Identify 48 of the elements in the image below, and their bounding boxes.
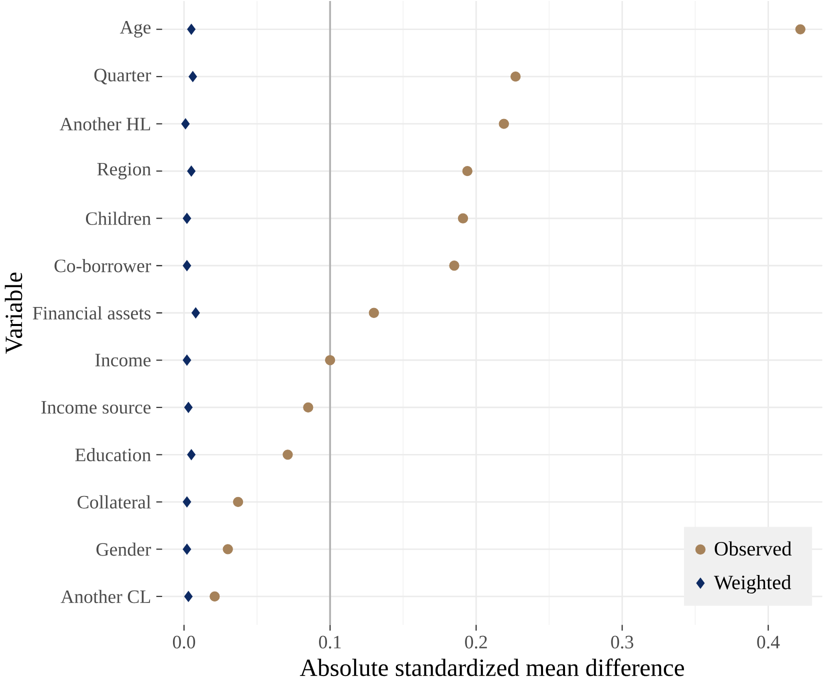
point [184, 590, 193, 602]
point [449, 260, 460, 271]
point [458, 213, 468, 224]
point [368, 308, 379, 318]
point [184, 402, 193, 413]
point [210, 591, 220, 602]
legend-label: Weighted [714, 575, 792, 594]
point [222, 544, 233, 554]
y-tick-label: Collateral [78, 495, 151, 509]
y-tick-label: Children [86, 212, 151, 226]
point [462, 166, 472, 176]
point [282, 450, 293, 460]
point [187, 166, 196, 177]
y-tick-label: Education [75, 448, 151, 462]
y-tick-label: Financial assets [32, 306, 151, 320]
y-tick-label: Gender [96, 542, 152, 556]
point [182, 354, 192, 366]
y-axis-title: Variable [4, 272, 22, 354]
point [182, 260, 192, 272]
point [325, 355, 336, 366]
x-tick-label: 0.2 [465, 636, 487, 649]
point [181, 118, 190, 130]
y-tick-label: Another HL [60, 117, 150, 130]
y-tick-label: Income source [41, 401, 151, 414]
point [188, 71, 197, 82]
point [187, 449, 196, 460]
point [182, 496, 192, 508]
y-tick-label: Co-borrower [54, 259, 152, 272]
y-tick-label: Region [97, 162, 151, 180]
x-tick-label: 0.1 [319, 636, 341, 649]
point [182, 544, 192, 555]
point [187, 24, 196, 35]
point [303, 402, 314, 412]
y-tick-label: Income [95, 354, 151, 366]
point [182, 212, 192, 224]
y-tick-label: Another CL [60, 590, 150, 604]
point [795, 24, 806, 34]
point [232, 496, 244, 508]
y-tick-label: Quarter [94, 68, 152, 84]
x-tick-label: 0.3 [611, 636, 634, 649]
y-tick-label: Age [120, 21, 151, 38]
point [192, 307, 200, 318]
point [510, 72, 521, 82]
legend-label: Observed [714, 541, 792, 556]
x-axis-title: Absolute standardized mean difference [300, 658, 684, 676]
point [498, 118, 509, 129]
x-tick-label: 0.4 [757, 636, 780, 649]
x-tick-label: 0.0 [172, 636, 196, 649]
